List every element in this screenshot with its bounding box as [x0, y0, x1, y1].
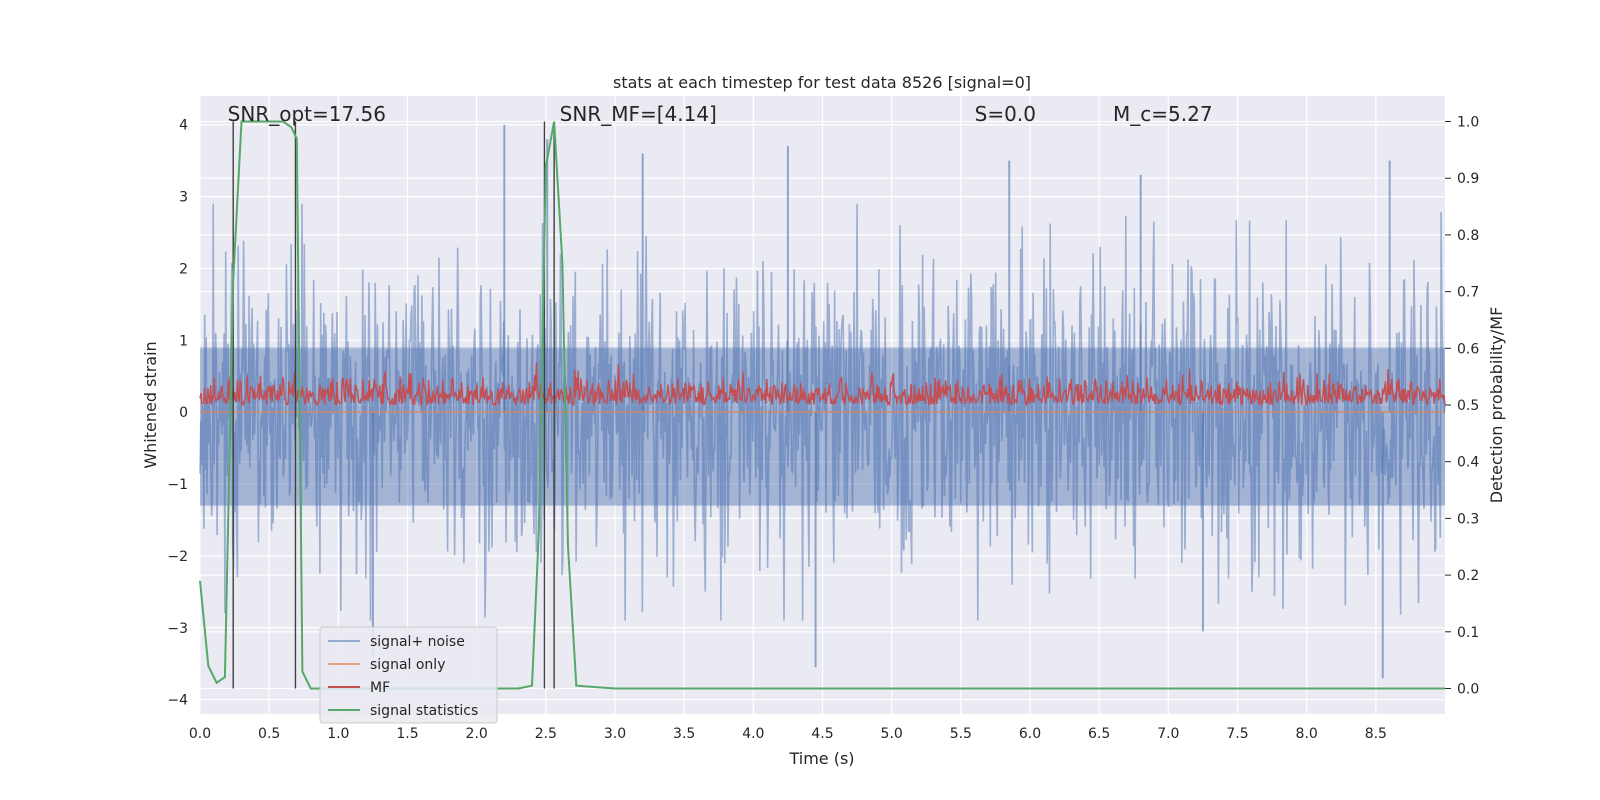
x-tick-label-12: 6.0 [1019, 726, 1041, 742]
x-tick-label-2: 1.0 [327, 726, 349, 742]
series-signal-plus-noise [199, 124, 1446, 679]
x-axis-label: Time (s) [788, 749, 854, 768]
y2-tick-label-1: 0.1 [1457, 625, 1479, 641]
x-tick-label-6: 3.0 [604, 726, 626, 742]
y-axis-label: Whitened strain [141, 341, 160, 468]
annotation-2: S=0.0 [975, 102, 1036, 126]
mf-trace [199, 362, 1446, 408]
y2-tick-label-9: 0.9 [1457, 171, 1479, 187]
legend-label-signal-statistics: signal statistics [370, 703, 478, 719]
y-tick-label-8: 4 [179, 118, 188, 134]
x-tick-label-11: 5.5 [950, 726, 972, 742]
legend-label-signal-only: signal only [370, 657, 445, 673]
y2-tick-label-5: 0.5 [1457, 398, 1479, 414]
chart-title: stats at each timestep for test data 852… [613, 73, 1031, 92]
x-tick-label-15: 7.5 [1226, 726, 1248, 742]
y2-tick-label-4: 0.4 [1457, 455, 1479, 471]
x-tick-label-1: 0.5 [258, 726, 280, 742]
y-tick-label-2: −2 [167, 549, 188, 565]
y2-tick-label-6: 0.6 [1457, 341, 1479, 357]
legend-label-mf: MF [370, 680, 390, 696]
x-tick-label-7: 3.5 [673, 726, 695, 742]
legend-box [319, 626, 498, 724]
y2-tick-label-7: 0.7 [1457, 285, 1479, 301]
noise-trace [199, 203, 1446, 621]
y-tick-label-0: −4 [167, 693, 188, 709]
annotation-1: SNR_MF=[4.14] [560, 102, 717, 126]
y-axis-ticks: −4 −3 −2 −1 0 1 2 3 4 [167, 118, 188, 709]
legend-label-signal-plus-noise: signal+ noise [370, 634, 465, 650]
y-tick-label-3: −1 [167, 477, 188, 493]
x-axis-ticks: 0.0 0.5 1.0 1.5 2.0 2.5 3.0 3.5 4.0 4.5 5.0 5.5 6.0 6… [189, 726, 1387, 742]
y2-tick-label-3: 0.3 [1457, 511, 1479, 527]
y-tick-label-1: −3 [167, 621, 188, 637]
y2-axis-ticks: 0.0 0.1 0.2 0.3 0.4 0.5 0.6 0.7 0.8 0.9 1.0 [1445, 115, 1479, 697]
series-mf [199, 362, 1446, 408]
y-tick-label-5: 1 [179, 333, 188, 349]
annotation-3: M_c=5.27 [1113, 102, 1213, 126]
x-tick-label-0: 0.0 [189, 726, 211, 742]
x-tick-label-17: 8.5 [1365, 726, 1387, 742]
noise-core [200, 347, 1445, 506]
x-tick-label-16: 8.0 [1296, 726, 1318, 742]
y2-tick-label-0: 0.0 [1457, 681, 1479, 697]
y2-tick-label-2: 0.2 [1457, 568, 1479, 584]
x-tick-label-8: 4.0 [742, 726, 764, 742]
y-tick-label-6: 2 [179, 261, 188, 277]
x-tick-label-13: 6.5 [1088, 726, 1110, 742]
annotations: SNR_opt=17.56 SNR_MF=[4.14] S=0.0 M_c=5.27 [228, 102, 1213, 126]
x-tick-label-14: 7.0 [1157, 726, 1179, 742]
x-tick-label-10: 5.0 [881, 726, 903, 742]
x-tick-label-4: 2.0 [466, 726, 488, 742]
y2-axis-label: Detection probability/MF [1487, 307, 1506, 504]
x-tick-label-5: 2.5 [535, 726, 557, 742]
y-tick-label-4: 0 [179, 405, 188, 421]
y2-tick-label-8: 0.8 [1457, 228, 1479, 244]
annotation-0: SNR_opt=17.56 [228, 102, 386, 126]
vertical-lines [232, 121, 555, 689]
y2-tick-label-10: 1.0 [1457, 115, 1479, 131]
legend: signal+ noise signal only MF signal stat… [319, 626, 498, 724]
y-tick-label-7: 3 [179, 190, 188, 206]
x-tick-label-3: 1.5 [396, 726, 418, 742]
x-tick-label-9: 4.5 [811, 726, 833, 742]
